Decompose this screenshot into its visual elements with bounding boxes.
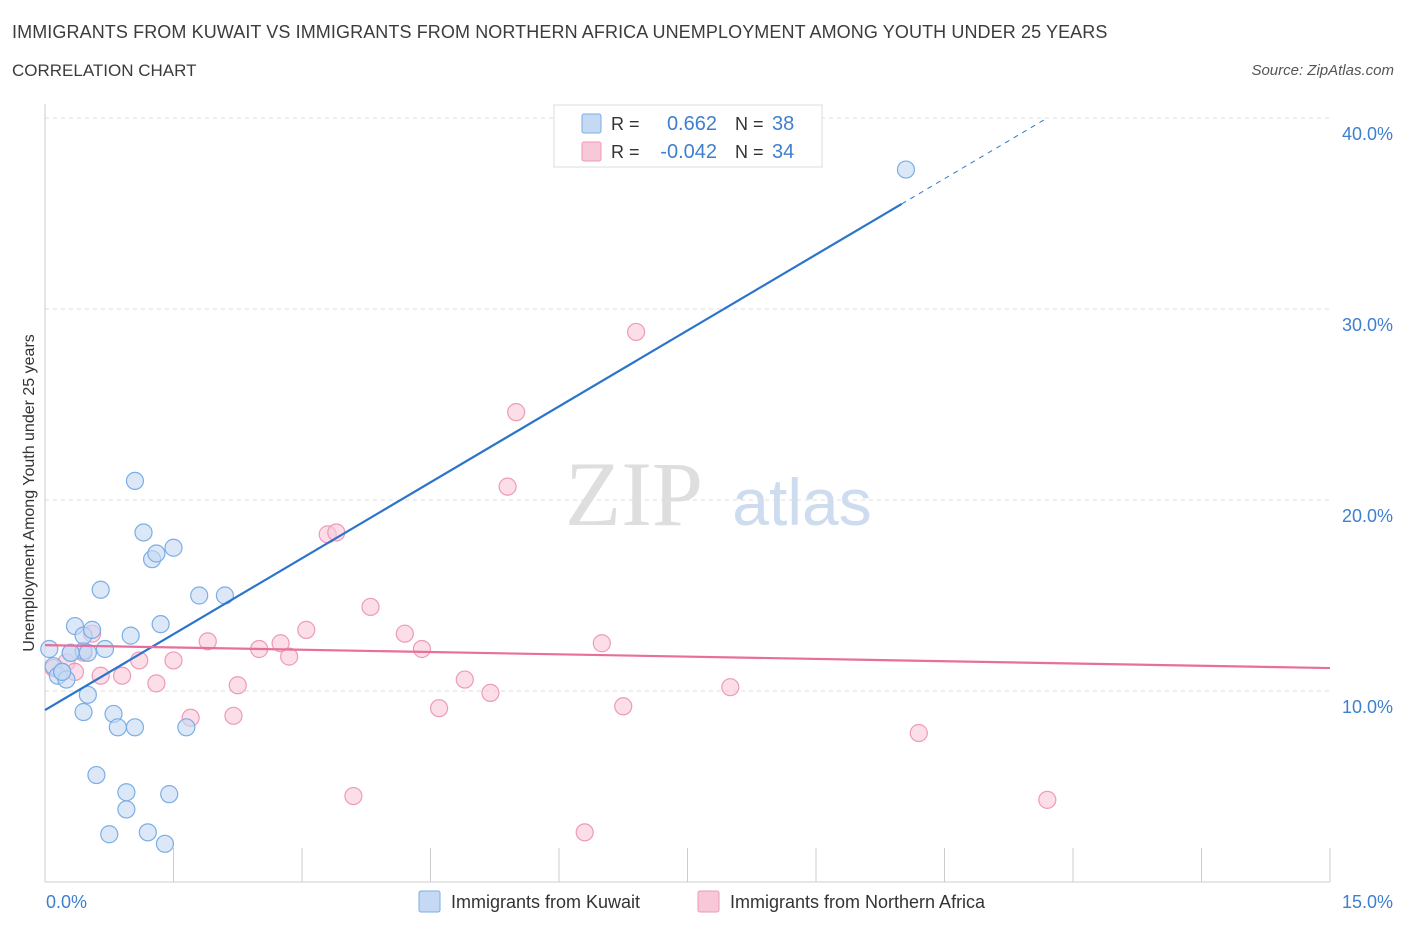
nafrica-trend-line (44, 644, 1331, 670)
kuwait-point (121, 626, 140, 645)
nafrica-point (481, 683, 500, 703)
nafrica-point (224, 706, 243, 725)
kuwait-point (125, 718, 145, 737)
grid (45, 117, 1330, 692)
stats-legend-n-label-nafrica: N = (735, 142, 764, 162)
kuwait-point (138, 823, 157, 842)
nafrica-point (721, 678, 740, 697)
x-tick-label: 0.0% (46, 892, 87, 912)
y-tick-label: 40.0% (1342, 124, 1393, 144)
nafrica-point (228, 676, 247, 695)
kuwait-trend-line (44, 203, 903, 712)
nafrica-point (909, 723, 928, 743)
nafrica-point (498, 477, 517, 496)
kuwait-point (95, 639, 115, 659)
nafrica-point (626, 322, 646, 342)
chart-title: IMMIGRANTS FROM KUWAIT VS IMMIGRANTS FRO… (12, 22, 1108, 42)
kuwait-point (155, 834, 175, 853)
stats-legend-swatch-nafrica (581, 141, 602, 162)
nafrica-point (361, 597, 380, 617)
kuwait-point (896, 160, 916, 179)
kuwait-point (177, 718, 196, 737)
stats-legend-n-value-kuwait: 38 (772, 113, 794, 135)
stats-legend-r-value-nafrica: -0.042 (660, 141, 717, 163)
y-axis-label: Unemployment Among Youth under 25 years (21, 334, 38, 652)
nafrica-point (280, 647, 299, 666)
stats-legend-swatch-kuwait (581, 113, 602, 134)
stats-legend: R = 0.662 N = 38 R = -0.042 N = 34 (553, 104, 823, 168)
y-tick-label: 30.0% (1342, 315, 1393, 335)
watermark-zip: ZIP (565, 443, 703, 545)
nafrica-point (198, 632, 217, 651)
stats-legend-r-value-kuwait: 0.662 (667, 113, 717, 135)
series-legend-label-nafrica: Immigrants from Northern Africa (730, 892, 986, 912)
stats-legend-n-value-nafrica: 34 (772, 141, 794, 163)
nafrica-point (112, 666, 132, 685)
kuwait-point (108, 718, 127, 737)
kuwait-point (100, 825, 119, 844)
series-legend-label-kuwait: Immigrants from Kuwait (451, 892, 640, 912)
nafrica-point (412, 639, 432, 659)
y-tick-label: 10.0% (1342, 697, 1393, 717)
nafrica-point (271, 634, 290, 653)
watermark: ZIP atlas (565, 443, 872, 545)
stats-legend-r-label-nafrica: R = (611, 142, 640, 162)
nafrica-point (164, 651, 183, 670)
stats-legend-n-label-kuwait: N = (735, 114, 764, 134)
kuwait-point (74, 702, 93, 722)
tick-labels: 10.0% 20.0% 30.0% 40.0% 0.0% 15.0% (46, 124, 1393, 912)
nafrica-point (507, 403, 526, 422)
x-tick-label: 15.0% (1342, 892, 1393, 912)
nafrica-point (614, 697, 633, 716)
axes (44, 104, 1331, 883)
kuwait-point (160, 785, 179, 804)
kuwait-point (147, 544, 166, 563)
chart-subtitle: CORRELATION CHART (12, 61, 197, 80)
nafrica-point (344, 786, 363, 806)
series-legend-swatch-kuwait (418, 890, 441, 913)
kuwait-point (40, 639, 59, 659)
source-label: Source: ZipAtlas.com (1251, 62, 1394, 79)
nafrica-point (297, 620, 316, 639)
nafrica-point (592, 634, 611, 653)
kuwait-point (117, 800, 136, 819)
kuwait-point (78, 685, 97, 704)
kuwait-trend-extension (901, 117, 1048, 205)
kuwait-point (83, 620, 102, 639)
kuwait-point (117, 783, 136, 802)
nafrica-point (429, 699, 449, 718)
kuwait-point (151, 615, 170, 634)
watermark-atlas: atlas (732, 465, 871, 539)
nafrica-point (147, 674, 166, 693)
kuwait-point (134, 523, 153, 542)
kuwait-point (53, 662, 72, 682)
data-points (40, 160, 1057, 853)
nafrica-point (395, 624, 414, 643)
kuwait-point (190, 586, 209, 605)
kuwait-point (91, 580, 110, 599)
kuwait-point (164, 538, 183, 557)
kuwait-point (125, 471, 145, 490)
nafrica-point (455, 670, 474, 689)
kuwait-point (78, 643, 97, 662)
y-tick-label: 20.0% (1342, 506, 1393, 526)
nafrica-point (575, 823, 594, 842)
trend-lines (44, 117, 1331, 712)
series-legend: Immigrants from Kuwait Immigrants from N… (418, 890, 986, 913)
stats-legend-r-label-kuwait: R = (611, 114, 640, 134)
kuwait-point (87, 765, 106, 785)
kuwait-point (61, 643, 80, 662)
nafrica-point (1038, 790, 1057, 809)
series-legend-swatch-nafrica (697, 890, 720, 913)
